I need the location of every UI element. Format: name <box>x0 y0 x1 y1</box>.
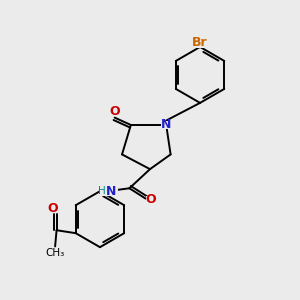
Bar <box>110 108 119 116</box>
Text: O: O <box>146 193 156 206</box>
Bar <box>146 196 154 204</box>
Text: CH₃: CH₃ <box>46 248 65 258</box>
Text: H: H <box>98 186 106 196</box>
Bar <box>48 205 57 213</box>
Text: Br: Br <box>192 36 208 49</box>
Text: O: O <box>48 202 58 215</box>
Text: N: N <box>106 185 116 198</box>
Bar <box>47 248 63 256</box>
Bar <box>160 121 172 129</box>
Text: N: N <box>161 118 171 131</box>
Bar <box>194 39 207 48</box>
Text: O: O <box>110 105 120 118</box>
Bar <box>100 187 118 196</box>
